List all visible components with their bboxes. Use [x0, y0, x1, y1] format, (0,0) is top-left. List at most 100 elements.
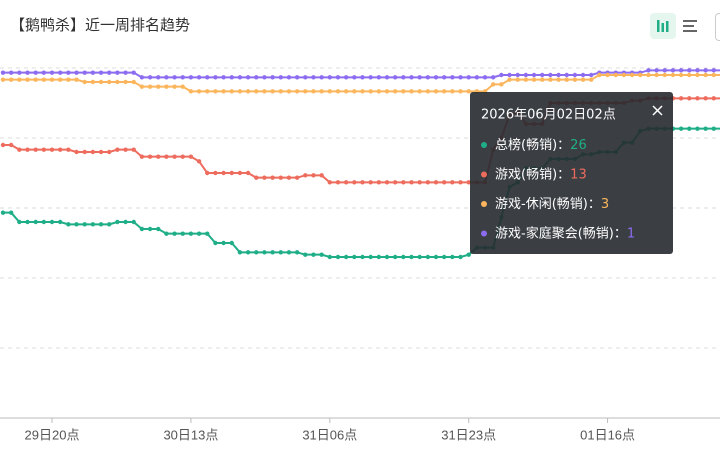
data-point — [303, 89, 308, 94]
data-point — [360, 75, 365, 80]
data-point — [646, 68, 651, 73]
data-point — [507, 77, 512, 82]
data-point — [17, 70, 22, 75]
data-point — [474, 75, 480, 80]
data-point — [107, 70, 112, 75]
data-point — [343, 254, 349, 260]
data-point — [491, 82, 496, 87]
data-point — [180, 231, 185, 236]
data-point — [270, 75, 275, 80]
data-point — [450, 254, 455, 260]
data-point — [703, 126, 708, 131]
data-point — [597, 72, 602, 78]
tooltip-box — [470, 92, 673, 254]
tooltip-value: 1 — [627, 226, 635, 241]
data-point — [98, 222, 104, 227]
data-point — [499, 72, 504, 78]
tooltip-marker — [481, 171, 487, 178]
data-point — [482, 75, 488, 80]
data-point — [66, 70, 71, 75]
data-point — [98, 79, 104, 85]
data-point — [368, 75, 373, 80]
data-point — [66, 147, 71, 152]
data-point — [205, 170, 210, 176]
more-button[interactable] — [715, 13, 720, 41]
data-point — [580, 72, 586, 78]
data-point — [401, 254, 406, 260]
data-point — [409, 89, 414, 94]
tooltip: 2026年06月02日02点总榜(畅销)：26游戏(畅销)：13游戏-休闲(畅销… — [470, 92, 673, 254]
data-point — [360, 89, 365, 94]
data-point — [466, 89, 471, 94]
x-tick-label: 01日16点 — [580, 427, 635, 442]
data-point — [229, 170, 234, 176]
data-point — [205, 89, 210, 94]
data-point — [115, 219, 120, 225]
data-point — [360, 180, 365, 185]
data-point — [139, 154, 145, 159]
data-point — [66, 77, 71, 82]
data-point — [115, 147, 120, 152]
data-point — [687, 126, 692, 131]
data-point — [123, 147, 128, 152]
data-point — [180, 75, 185, 80]
data-point — [221, 75, 226, 80]
data-point — [425, 254, 431, 260]
data-point — [417, 254, 422, 260]
data-point — [82, 79, 87, 85]
data-point — [213, 170, 218, 176]
data-point — [115, 70, 120, 75]
data-point — [221, 240, 226, 246]
data-point — [156, 75, 161, 80]
separator: ： — [557, 138, 570, 153]
data-point — [164, 154, 169, 159]
data-point — [335, 89, 341, 94]
data-point — [711, 68, 716, 73]
data-point — [303, 75, 308, 80]
data-point — [425, 180, 431, 185]
tooltip-marker — [481, 201, 487, 207]
data-point — [458, 89, 463, 94]
tooltip-close[interactable] — [652, 105, 663, 116]
data-point — [343, 180, 349, 185]
data-point — [90, 70, 96, 75]
series-name: 游戏-家庭聚会(畅销) — [495, 225, 614, 241]
data-point — [41, 147, 47, 152]
data-point — [180, 84, 185, 89]
tooltip-row: 游戏(畅销)：13 — [495, 167, 587, 182]
data-point — [433, 180, 439, 185]
data-point — [499, 82, 504, 87]
data-point — [360, 254, 365, 260]
data-point — [401, 89, 406, 94]
data-point — [245, 170, 251, 176]
data-point — [278, 250, 283, 255]
data-point — [441, 89, 447, 94]
data-point — [711, 96, 716, 101]
data-point — [107, 149, 112, 155]
data-point — [580, 77, 586, 82]
list-view-button[interactable] — [677, 13, 703, 39]
data-point — [82, 149, 87, 155]
data-point — [352, 75, 357, 80]
data-point — [237, 250, 243, 255]
data-point — [17, 77, 22, 82]
data-point — [327, 254, 332, 260]
data-point — [262, 75, 267, 80]
data-point — [523, 72, 529, 78]
data-point — [147, 84, 153, 89]
close-icon — [652, 105, 663, 116]
data-point — [678, 72, 684, 78]
data-point — [49, 147, 55, 152]
data-point — [294, 89, 300, 94]
data-point — [392, 89, 398, 94]
data-point — [33, 77, 38, 82]
data-point — [417, 180, 422, 185]
data-point — [711, 72, 716, 78]
data-point — [409, 180, 414, 185]
data-point — [139, 226, 145, 232]
data-point — [450, 180, 455, 185]
data-point — [49, 219, 55, 225]
data-point — [654, 72, 659, 78]
bar-view-button[interactable] — [650, 13, 676, 39]
